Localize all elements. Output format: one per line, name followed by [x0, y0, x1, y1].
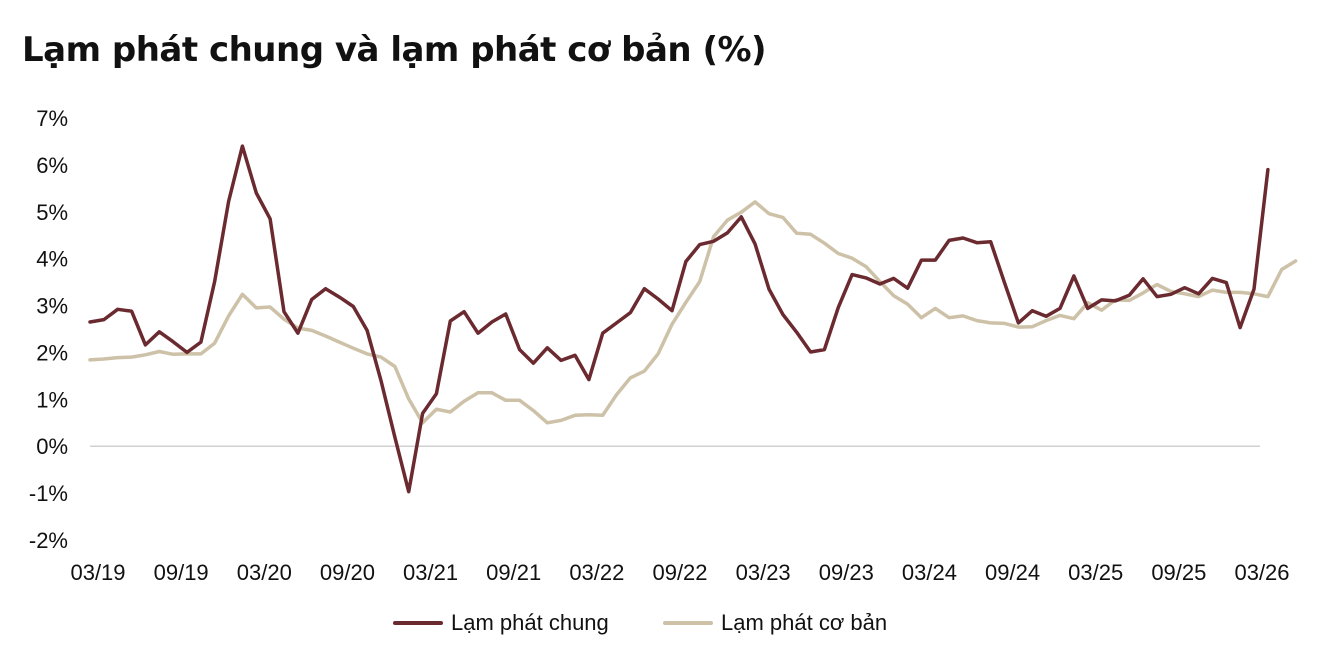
- x-tick-label: 03/26: [1234, 560, 1289, 585]
- x-tick-label: 03/19: [70, 560, 125, 585]
- y-tick-label: -1%: [29, 481, 68, 506]
- x-tick-label: 09/22: [652, 560, 707, 585]
- y-tick-label: -2%: [29, 528, 68, 553]
- x-tick-label: 03/25: [1068, 560, 1123, 585]
- x-tick-label: 09/20: [320, 560, 375, 585]
- series-line-0: [88, 144, 1270, 494]
- y-tick-label: 6%: [36, 153, 68, 178]
- x-tick-label: 03/24: [902, 560, 957, 585]
- x-tick-label: 03/22: [569, 560, 624, 585]
- x-tick-label: 09/24: [985, 560, 1040, 585]
- y-axis: 7% 6% 5% 4% 3% 2% 1% 0% -1% -2%: [29, 106, 68, 553]
- x-tick-label: 09/19: [154, 560, 209, 585]
- x-axis: 03/19 09/19 03/20 09/20 03/21 09/21 03/22 09/22…: [70, 560, 1289, 585]
- legend: Lạm phát chung Lạm phát cơ bản: [393, 610, 887, 635]
- y-tick-label: 7%: [36, 106, 68, 131]
- y-tick-label: 2%: [36, 340, 68, 365]
- y-tick-label: 5%: [36, 200, 68, 225]
- y-tick-label: 4%: [36, 247, 68, 272]
- x-tick-label: 03/21: [403, 560, 458, 585]
- x-tick-label: 03/23: [736, 560, 791, 585]
- legend-label-0: Lạm phát chung: [451, 610, 609, 635]
- chart-title: Lạm phát chung và lạm phát cơ bản (%): [22, 30, 767, 70]
- x-tick-label: 03/20: [237, 560, 292, 585]
- y-tick-label: 1%: [36, 387, 68, 412]
- x-tick-label: 09/23: [819, 560, 874, 585]
- legend-label-1: Lạm phát cơ bản: [721, 610, 887, 635]
- y-tick-label: 0%: [36, 434, 68, 459]
- x-tick-label: 09/25: [1151, 560, 1206, 585]
- y-tick-label: 3%: [36, 294, 68, 319]
- series-layer: [88, 144, 1298, 494]
- x-tick-label: 09/21: [486, 560, 541, 585]
